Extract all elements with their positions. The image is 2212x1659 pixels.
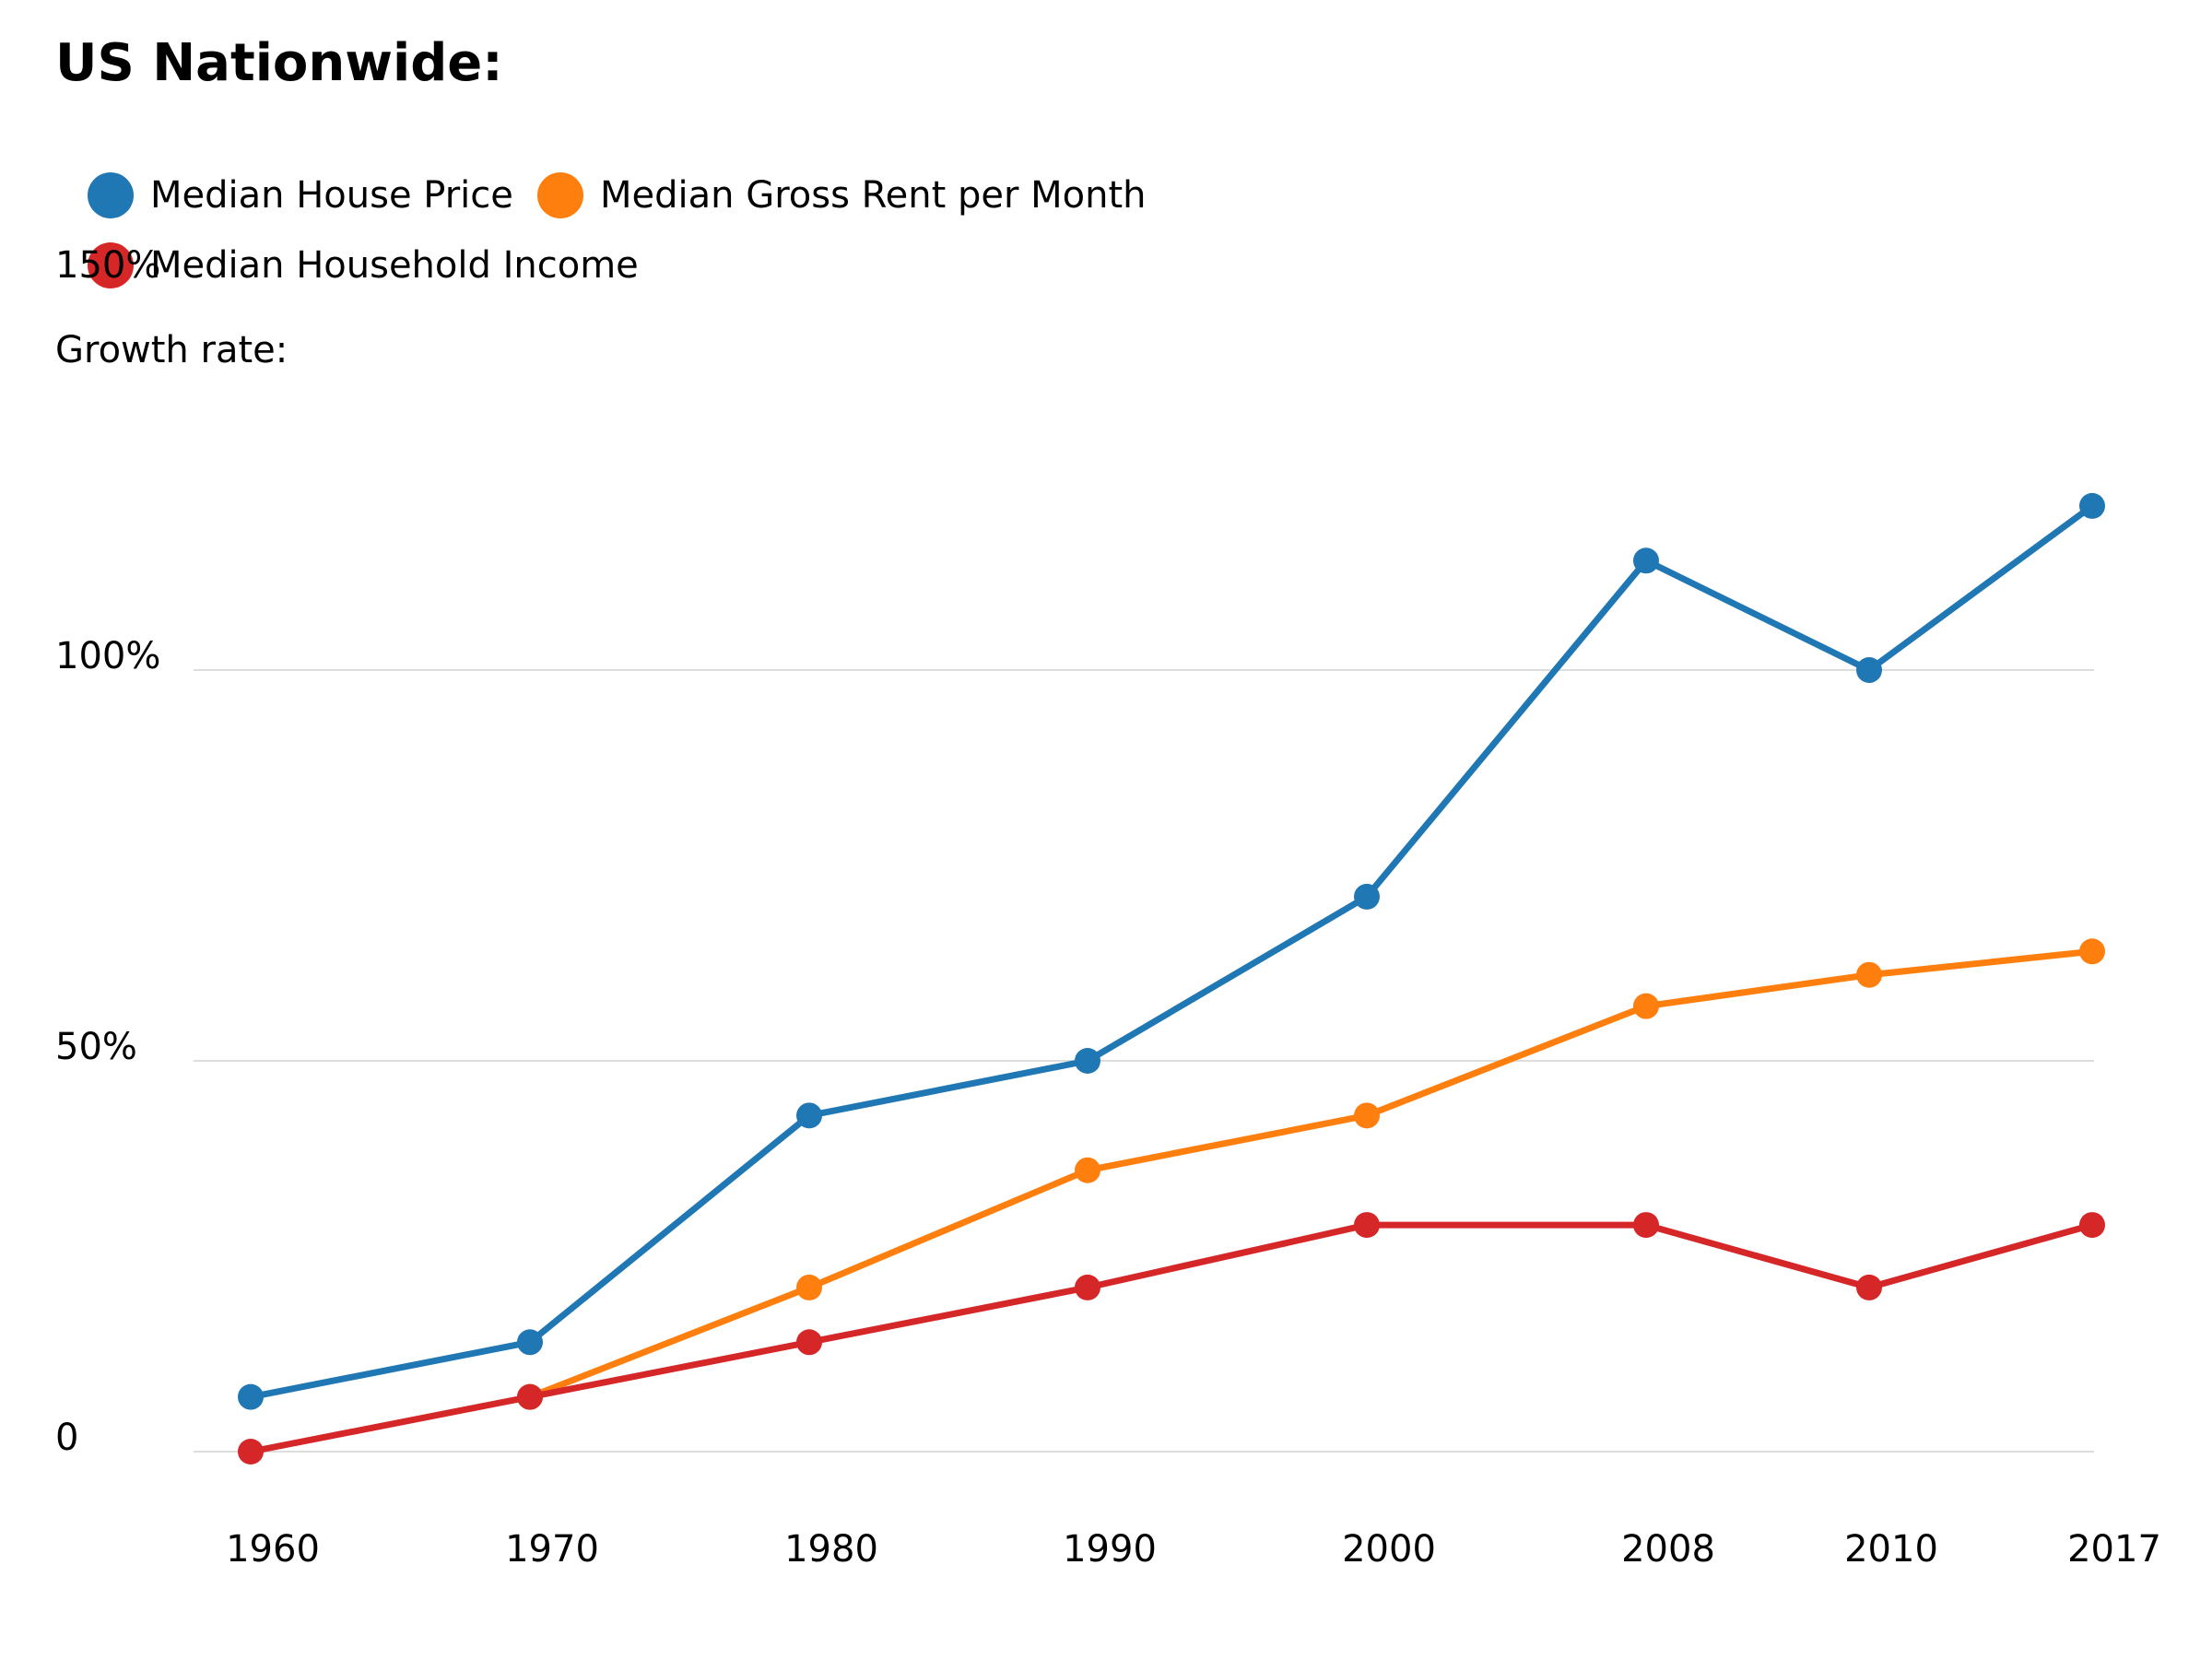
- data-point: [1354, 1212, 1380, 1239]
- x-tick-label: 2017: [2067, 1528, 2161, 1571]
- x-tick-label: 2008: [1621, 1528, 1715, 1571]
- data-point: [1354, 883, 1380, 910]
- data-point: [238, 1383, 264, 1410]
- series-2: [238, 1212, 2105, 1465]
- chart-title: US Nationwide:: [55, 33, 503, 93]
- legend-label: Median Household Income: [150, 244, 639, 287]
- legend-swatch-median-house-price: [88, 172, 134, 218]
- x-tick-label: 2000: [1342, 1528, 1436, 1571]
- x-tick-label: 1960: [226, 1528, 320, 1571]
- series-0: [238, 492, 2105, 1410]
- data-point: [796, 1274, 822, 1300]
- series-1: [517, 938, 2105, 1410]
- x-tick-label: 1970: [505, 1528, 599, 1571]
- legend-item-median-gross-rent: Median Gross Rent per Month: [537, 168, 1147, 223]
- y-tick-label: 50%: [55, 1026, 137, 1068]
- data-point: [1633, 1212, 1659, 1239]
- data-point: [1075, 1157, 1100, 1183]
- data-point: [796, 1329, 822, 1356]
- legend-swatch-median-gross-rent: [537, 172, 583, 218]
- legend-item-median-household-income: Median Household Income: [88, 238, 639, 293]
- legend-label: Median Gross Rent per Month: [600, 174, 1147, 217]
- data-point: [2079, 938, 2105, 965]
- series-line: [247, 502, 2096, 1401]
- x-tick-label: 1990: [1063, 1528, 1157, 1571]
- data-point: [1354, 1102, 1380, 1129]
- data-point: [1856, 657, 1882, 683]
- y-tick-label: 0: [55, 1417, 78, 1459]
- data-point: [2079, 1212, 2105, 1239]
- legend-item-median-house-price: Median House Price: [88, 168, 513, 223]
- data-point: [1856, 961, 1882, 988]
- y-tick-label: 150%: [55, 244, 160, 287]
- series-line: [526, 947, 2096, 1401]
- data-point: [1633, 993, 1659, 1019]
- data-point: [238, 1439, 264, 1465]
- legend-label: Median House Price: [150, 174, 513, 217]
- data-point: [2079, 492, 2105, 519]
- legend-swatch-median-household-income: [88, 242, 134, 288]
- data-point: [517, 1383, 543, 1410]
- data-point: [1075, 1048, 1100, 1074]
- x-tick-label: 2010: [1844, 1528, 1938, 1571]
- data-point: [517, 1329, 543, 1356]
- data-point: [1633, 547, 1659, 574]
- series-line: [247, 1221, 2096, 1455]
- y-axis-label: Growth rate:: [55, 329, 288, 371]
- data-point: [1856, 1274, 1882, 1300]
- y-tick-label: 100%: [55, 635, 160, 677]
- data-point: [1075, 1274, 1100, 1300]
- x-tick-label: 1980: [784, 1528, 878, 1571]
- data-point: [796, 1102, 822, 1129]
